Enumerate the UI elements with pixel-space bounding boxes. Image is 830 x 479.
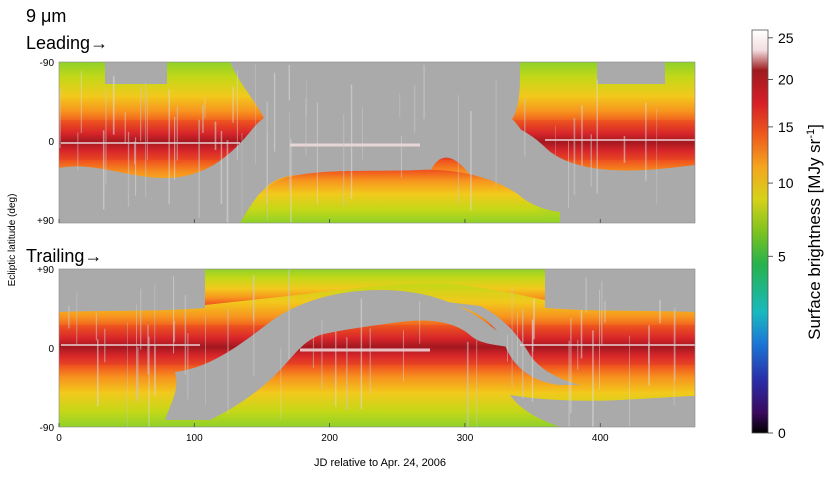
emission-upper-middle xyxy=(205,269,545,305)
no-data-region-lower-right xyxy=(440,123,695,223)
colorbar-label-end: ] xyxy=(805,124,824,129)
vertical-streaks xyxy=(68,269,676,427)
colorbar-tick-label: 15 xyxy=(778,119,794,135)
x-axis-ticks: 0 100 200 300 400 xyxy=(56,219,609,444)
panel-label-leading: Leading→ xyxy=(26,33,108,53)
x-axis-label: JD relative to Apr. 24, 2006 xyxy=(314,457,446,469)
no-data-region-upper-middle xyxy=(205,62,520,223)
colorbar-tick-label: 5 xyxy=(778,248,786,264)
y-tick-label: 0 xyxy=(48,137,54,148)
colorbar-tick-label: 25 xyxy=(778,30,794,46)
x-tick-label: 200 xyxy=(321,433,338,444)
vertical-streaks xyxy=(59,64,658,223)
colorbar-ticks: 0 5 10 15 20 25 xyxy=(768,30,794,441)
panel-frame-leading xyxy=(58,61,696,224)
y-tick-label: -90 xyxy=(40,58,55,69)
y-tick-label: 0 xyxy=(48,344,54,355)
heatmap-panel-leading xyxy=(59,62,695,223)
no-data-region-middle-left xyxy=(165,290,515,420)
colorbar-tick-label: 0 xyxy=(778,425,786,441)
y-tick-label: +90 xyxy=(37,216,54,227)
panel-frame-trailing xyxy=(58,268,696,428)
colorbar-tick-label: 10 xyxy=(778,175,794,191)
wavelength-label: 9 μm xyxy=(26,6,66,26)
x-tick-label: 100 xyxy=(186,433,203,444)
emission-core xyxy=(59,325,695,369)
panel-label-trailing: Trailing→ xyxy=(26,246,102,266)
x-tick-label: 0 xyxy=(56,433,62,444)
no-data-region-middle-right xyxy=(430,300,580,385)
colorbar-label: Surface brightness [MJy sr-1] xyxy=(805,124,824,340)
colorbar xyxy=(751,29,769,434)
colorbar-tick-label: 20 xyxy=(778,72,794,88)
no-data-region-upper-left xyxy=(59,269,205,312)
heatmap-panel-trailing xyxy=(59,269,695,427)
colorbar-label-text: Surface brightness [MJy sr xyxy=(805,138,824,340)
no-data-region-lower-right xyxy=(510,395,695,427)
y-tick-label: +90 xyxy=(37,265,54,276)
x-tick-label: 300 xyxy=(457,433,474,444)
colorbar-label-superscript: -1 xyxy=(805,129,817,139)
y-axis-label: Ecliptic latitude (deg) xyxy=(7,194,18,287)
no-data-block-a xyxy=(105,62,167,84)
y-tick-label: -90 xyxy=(40,423,55,434)
x-tick-label: 400 xyxy=(592,433,609,444)
no-data-region-upper-right xyxy=(545,269,695,312)
emission-lower-middle xyxy=(240,169,555,223)
no-data-region-lower-left xyxy=(59,95,537,223)
no-data-block-b xyxy=(597,62,665,84)
